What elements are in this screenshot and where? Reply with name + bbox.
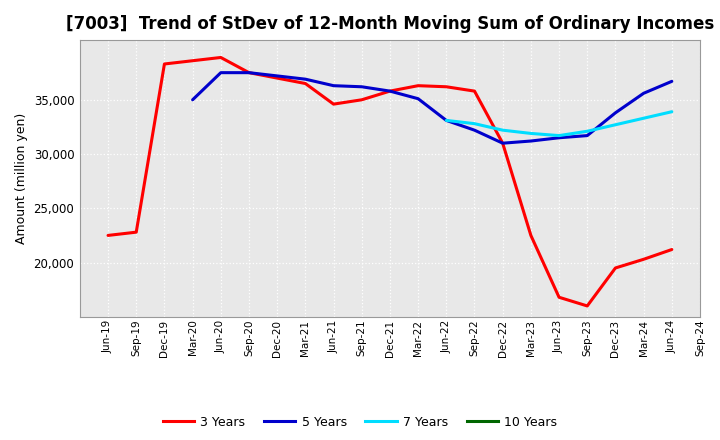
3 Years [329, 102, 338, 107]
7 Years [667, 109, 676, 114]
3 Years [217, 55, 225, 60]
5 Years [301, 77, 310, 82]
5 Years [329, 83, 338, 88]
3 Years [583, 303, 592, 308]
5 Years [357, 84, 366, 89]
3 Years [357, 97, 366, 103]
3 Years [132, 230, 140, 235]
7 Years [498, 128, 507, 133]
5 Years [386, 88, 395, 94]
7 Years [583, 128, 592, 134]
3 Years [526, 233, 535, 238]
5 Years [498, 140, 507, 146]
3 Years [554, 295, 563, 300]
3 Years [245, 70, 253, 75]
3 Years [611, 265, 620, 271]
3 Years [414, 83, 423, 88]
Title: [7003]  Trend of StDev of 12-Month Moving Sum of Ordinary Incomes: [7003] Trend of StDev of 12-Month Moving… [66, 15, 714, 33]
7 Years [442, 118, 451, 123]
3 Years [498, 140, 507, 146]
5 Years [442, 118, 451, 123]
7 Years [611, 122, 620, 128]
Line: 5 Years: 5 Years [193, 73, 672, 143]
5 Years [217, 70, 225, 75]
3 Years [667, 247, 676, 252]
3 Years [273, 75, 282, 81]
5 Years [639, 91, 648, 96]
7 Years [639, 116, 648, 121]
5 Years [470, 128, 479, 133]
5 Years [554, 135, 563, 140]
5 Years [526, 139, 535, 144]
Line: 3 Years: 3 Years [108, 58, 672, 306]
5 Years [611, 110, 620, 115]
5 Years [667, 79, 676, 84]
3 Years [104, 233, 112, 238]
5 Years [189, 97, 197, 103]
3 Years [301, 81, 310, 86]
3 Years [442, 84, 451, 89]
3 Years [639, 257, 648, 262]
3 Years [470, 88, 479, 94]
3 Years [386, 88, 395, 94]
7 Years [470, 121, 479, 126]
5 Years [583, 133, 592, 138]
5 Years [245, 70, 253, 75]
3 Years [160, 61, 168, 66]
7 Years [526, 131, 535, 136]
5 Years [273, 73, 282, 79]
7 Years [554, 133, 563, 138]
3 Years [189, 58, 197, 63]
Legend: 3 Years, 5 Years, 7 Years, 10 Years: 3 Years, 5 Years, 7 Years, 10 Years [158, 411, 562, 434]
5 Years [414, 96, 423, 101]
Line: 7 Years: 7 Years [446, 112, 672, 136]
Y-axis label: Amount (million yen): Amount (million yen) [15, 113, 28, 244]
